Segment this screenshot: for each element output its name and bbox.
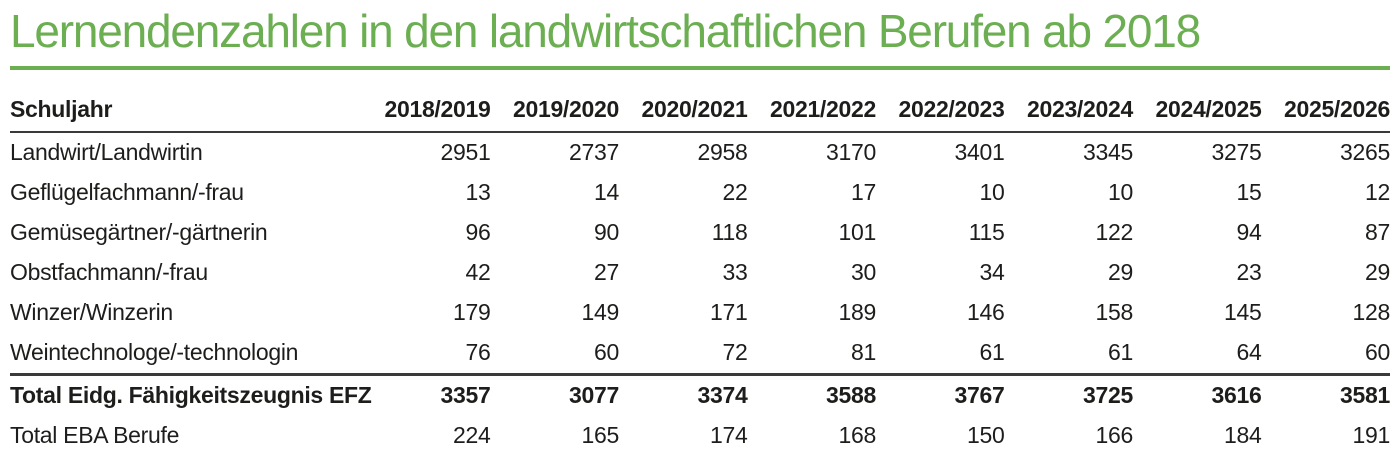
table-body: Landwirt/Landwirtin 2951 2737 2958 3170 3401 3… [10, 132, 1390, 455]
table-row: Obstfachmann/-frau 42 27 33 30 34 29 23 29 [10, 253, 1390, 293]
value-cell: 174 [710, 422, 748, 448]
row-label: Landwirt/Landwirtin [10, 139, 203, 165]
value-cell: 94 [1236, 219, 1262, 245]
column-header-year: 2019/2020 [490, 90, 619, 133]
value-cell: 145 [1224, 299, 1262, 325]
value-cell: 118 [711, 219, 748, 245]
value-cell: 184 [1224, 422, 1262, 448]
value-cell: 2958 [697, 139, 748, 165]
column-header-year: 2023/2024 [1004, 90, 1133, 133]
value-cell: 64 [1236, 339, 1262, 365]
value-cell: 15 [1236, 179, 1262, 205]
value-cell: 150 [967, 422, 1005, 448]
value-cell: 30 [851, 259, 876, 285]
value-cell: 2737 [569, 139, 619, 165]
value-cell: 29 [1365, 259, 1390, 285]
value-cell: 3588 [747, 373, 876, 416]
table-row: Gemüsegärtner/-gärtnerin 96 90 118 101 115 122… [10, 213, 1390, 253]
row-label: Winzer/Winzerin [10, 299, 173, 325]
value-cell: 3581 [1261, 373, 1390, 416]
row-label: Weintechnologe/-technologin [10, 339, 299, 365]
value-cell: 3077 [490, 373, 619, 416]
value-cell: 165 [581, 422, 620, 448]
value-cell: 101 [838, 219, 877, 245]
value-cell: 10 [979, 179, 1005, 205]
value-cell: 3170 [826, 139, 876, 165]
value-cell: 3265 [1340, 139, 1390, 165]
value-cell: 3767 [876, 373, 1005, 416]
value-cell: 3357 [362, 373, 491, 416]
value-cell: 29 [1108, 259, 1133, 285]
value-cell: 60 [1365, 339, 1390, 365]
column-header-year: 2022/2023 [876, 90, 1005, 133]
value-cell: 10 [1108, 179, 1133, 205]
value-cell: 61 [1108, 339, 1133, 365]
value-cell: 90 [594, 219, 619, 245]
value-cell: 96 [465, 219, 491, 245]
row-label: Obstfachmann/-frau [10, 259, 208, 285]
value-cell: 14 [594, 179, 619, 205]
value-cell: 27 [594, 259, 619, 285]
column-header-year: 2020/2021 [619, 90, 748, 133]
value-cell: 23 [1236, 259, 1262, 285]
value-cell: 115 [968, 219, 1005, 245]
value-cell: 146 [967, 299, 1005, 325]
table-row: Weintechnologe/-technologin 76 60 72 81 61 61 6… [10, 333, 1390, 375]
value-cell: 3401 [954, 139, 1005, 165]
column-header-year: 2024/2025 [1133, 90, 1262, 133]
table-head: Schuljahr 2018/2019 2019/2020 2020/2021 2021… [10, 90, 1390, 133]
value-cell: 158 [1095, 299, 1134, 325]
value-cell: 3725 [1004, 373, 1133, 416]
value-cell: 76 [465, 339, 491, 365]
value-cell: 34 [979, 259, 1005, 285]
table-header-row: Schuljahr 2018/2019 2019/2020 2020/2021 2021… [10, 90, 1390, 133]
value-cell: 168 [838, 422, 877, 448]
table-row: Landwirt/Landwirtin 2951 2737 2958 3170 3401 3… [10, 132, 1390, 173]
row-label: Gemüsegärtner/-gärtnerin [10, 219, 268, 245]
page-title: Lernendenzahlen in den landwirtschaftlic… [10, 5, 1201, 57]
value-cell: 128 [1352, 299, 1391, 325]
value-cell: 179 [453, 299, 491, 325]
column-header-year: 2021/2022 [747, 90, 876, 133]
value-cell: 17 [851, 179, 876, 205]
value-cell: 13 [465, 179, 491, 205]
value-cell: 33 [722, 259, 748, 285]
total-row: Total Eidg. Fähigkeitszeugnis EFZ 3357 307… [10, 373, 1390, 416]
value-cell: 72 [722, 339, 748, 365]
value-cell: 3616 [1133, 373, 1262, 416]
value-cell: 122 [1095, 219, 1134, 245]
value-cell: 81 [851, 339, 876, 365]
value-cell: 149 [581, 299, 620, 325]
value-cell: 3374 [619, 373, 748, 416]
value-cell: 12 [1365, 179, 1390, 205]
value-cell: 189 [838, 299, 877, 325]
page: Lernendenzahlen in den landwirtschaftlic… [0, 4, 1400, 455]
value-cell: 166 [1095, 422, 1134, 448]
row-label: Geflügelfachmann/-frau [10, 179, 244, 205]
value-cell: 3275 [1211, 139, 1262, 165]
row-label: Total EBA Berufe [10, 422, 180, 448]
table-row: Winzer/Winzerin 179 149 171 189 146 158 145 128 [10, 293, 1390, 333]
row-label: Total Eidg. Fähigkeitszeugnis EFZ [10, 373, 372, 416]
table-row: Geflügelfachmann/-frau 13 14 22 17 10 10 15 12 [10, 173, 1390, 213]
value-cell: 171 [710, 299, 748, 325]
value-cell: 61 [979, 339, 1005, 365]
value-cell: 3345 [1083, 139, 1133, 165]
value-cell: 224 [453, 422, 491, 448]
title-divider-rule [10, 66, 1390, 70]
lernendenzahlen-table: Schuljahr 2018/2019 2019/2020 2020/2021 2021… [10, 90, 1390, 455]
table-row: Total EBA Berufe 224 165 174 168 150 166 184 191 [10, 416, 1390, 455]
column-header-year: 2018/2019 [362, 90, 491, 133]
value-cell: 87 [1365, 219, 1390, 245]
value-cell: 2951 [440, 139, 491, 165]
value-cell: 191 [1352, 422, 1391, 448]
column-header-year: 2025/2026 [1261, 90, 1390, 133]
value-cell: 60 [594, 339, 619, 365]
column-header-schuljahr: Schuljahr [10, 90, 362, 133]
value-cell: 42 [465, 259, 491, 285]
value-cell: 22 [722, 179, 748, 205]
